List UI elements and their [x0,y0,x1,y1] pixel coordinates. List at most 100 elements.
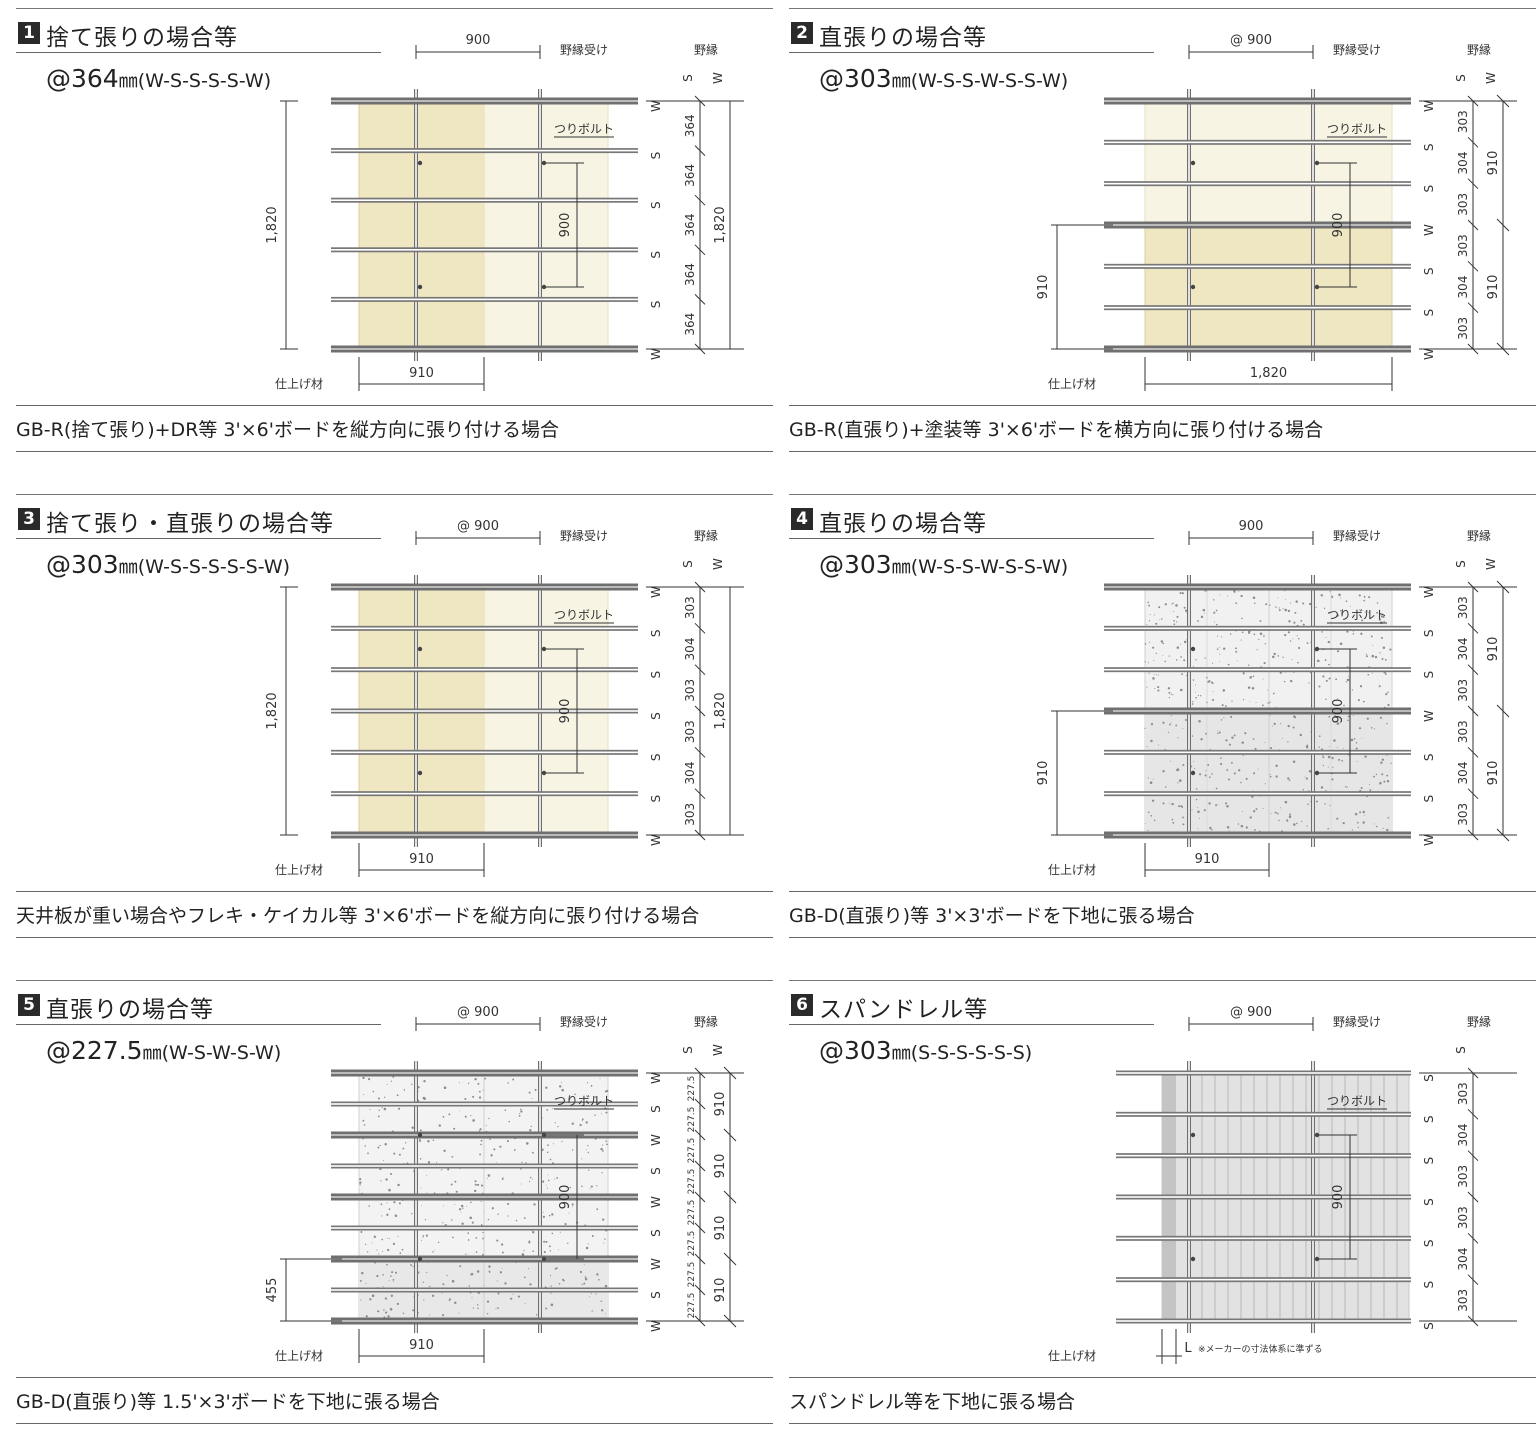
texture-speck [482,1089,484,1091]
rail-type-label: S [1422,630,1436,638]
texture-speck [1217,730,1219,732]
bolt-dot [1190,646,1196,652]
texture-speck [547,1179,550,1182]
texture-speck [1262,704,1264,707]
texture-speck [1369,789,1372,791]
texture-speck [1292,760,1296,763]
texture-speck [579,1123,582,1127]
texture-speck [523,1217,526,1219]
texture-speck [1193,761,1195,763]
texture-speck [532,1178,534,1180]
texture-speck [493,1148,496,1151]
right-group-label: 910 [1486,151,1501,176]
finish-note: ※メーカーの寸法体系に準ずる [1198,1343,1323,1355]
texture-speck [1383,780,1386,783]
panel-caption: GB-R(直張り)+塗装等 3'×6'ボードを横方向に張り付ける場合 [789,419,1324,441]
texture-speck [1272,655,1275,659]
texture-speck [1154,687,1156,690]
texture-speck [1191,703,1194,705]
texture-speck [1296,822,1298,825]
texture-speck [1379,716,1382,719]
texture-speck [1336,650,1340,653]
spacing-label: 304 [1456,1248,1470,1271]
texture-speck [1352,630,1354,632]
texture-speck [426,1271,428,1274]
texture-speck [570,1096,573,1098]
texture-speck [1346,630,1349,633]
texture-speck [1253,633,1256,636]
texture-speck [386,1202,388,1204]
texture-speck [1198,719,1201,723]
texture-speck [1248,630,1251,634]
texture-speck [1374,655,1378,659]
texture-speck [1325,636,1327,638]
texture-speck [1308,682,1310,684]
texture-speck [384,1297,388,1300]
right-group-tick [723,1128,737,1142]
texture-speck [545,1184,547,1186]
texture-speck [1159,619,1161,621]
texture-speck [1347,719,1349,722]
texture-speck [1152,646,1155,649]
rail-type-label: W [649,1196,663,1208]
bolt-span-label: 900 [558,699,573,724]
texture-speck [402,1312,405,1315]
texture-speck [474,1180,477,1183]
spacing-label: 227.5 [687,1231,697,1257]
spacing-tick [1467,1232,1479,1244]
texture-speck [1360,786,1363,790]
texture-speck [584,1224,586,1226]
spacing-label: 364 [683,313,697,336]
texture-speck [1318,746,1320,748]
texture-speck [504,1282,507,1285]
title-rule [789,1024,1154,1025]
texture-speck [1146,623,1148,625]
texture-speck [590,1084,593,1087]
bolt-dot [1314,646,1320,652]
left-dim-label: 1,820 [265,206,280,243]
texture-speck [546,1108,549,1111]
texture-speck [1274,811,1277,814]
texture-speck [1364,814,1366,816]
texture-speck [499,1271,503,1274]
texture-speck [500,1243,504,1246]
texture-speck [1172,602,1174,605]
texture-speck [1144,727,1146,730]
texture-speck [589,1188,591,1190]
spacing-tick [694,1098,706,1110]
texture-speck [365,1282,367,1284]
texture-speck [1240,594,1243,598]
panel-caption: スパンドレル等を下地に張る場合 [789,1391,1075,1413]
texture-speck [394,1214,398,1218]
column-symbol: S [681,560,695,568]
texture-speck [601,1309,604,1312]
spacing-dims: 303 304 303 303 304 303 [1456,95,1479,355]
texture-speck [507,1082,509,1084]
texture-speck [1283,680,1286,683]
texture-speck [1228,743,1231,746]
texture-speck [371,1242,373,1244]
texture-speck [1241,631,1244,634]
rail-type-label: S [1422,144,1436,152]
texture-speck [1384,659,1387,661]
texture-speck [477,1183,480,1186]
texture-speck [1176,768,1180,771]
spacing-tick [1467,788,1479,800]
texture-speck [551,1232,554,1235]
texture-speck [1259,632,1263,636]
texture-speck [471,1221,474,1224]
texture-speck [1157,744,1160,746]
texture-speck [602,1150,604,1152]
texture-speck [1160,640,1164,643]
texture-speck [386,1083,388,1085]
texture-speck [507,1202,510,1205]
panel-number-badge: 4 [791,508,813,530]
texture-speck [1162,721,1165,724]
texture-speck [1178,805,1181,808]
texture-speck [488,1265,491,1268]
panel-caption: GB-D(直張り)等 1.5'×3'ボードを下地に張る場合 [16,1391,440,1413]
texture-speck [548,1214,551,1217]
furring-rails [1104,583,1411,839]
rail-type-label: W [649,1258,663,1270]
texture-speck [1338,758,1340,761]
